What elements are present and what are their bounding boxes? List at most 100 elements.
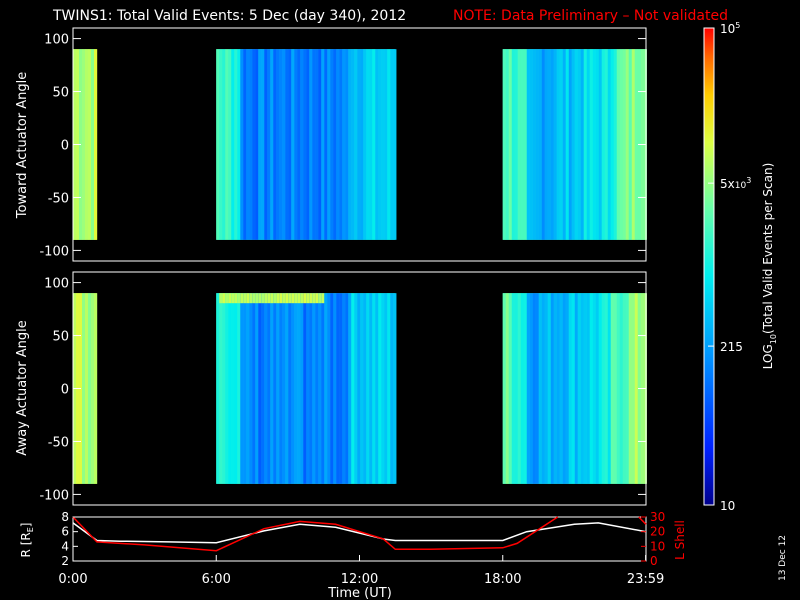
heatmap-band-cell <box>276 293 280 304</box>
preliminary-note: NOTE: Data Preliminary – Not validated <box>453 8 728 24</box>
heatmap-column <box>264 293 268 484</box>
series-line <box>72 516 559 552</box>
heatmap-column <box>342 293 346 484</box>
heatmap-band-cell <box>246 293 250 304</box>
heatmap-column <box>619 293 623 484</box>
r-tick-label: 4 <box>61 539 69 553</box>
heatmap-column <box>222 49 226 240</box>
heatmap-column <box>586 293 590 484</box>
heatmap-column <box>285 293 289 484</box>
heatmap-band-cell <box>285 293 289 304</box>
heatmap-column <box>246 293 250 484</box>
heatmap-column <box>234 293 238 484</box>
heatmap-column <box>273 49 277 240</box>
heatmap-column <box>517 293 521 484</box>
heatmap-column <box>523 293 527 484</box>
heatmap-column <box>82 49 86 240</box>
heatmap-band-cell <box>237 293 241 304</box>
heatmap-column <box>625 293 629 484</box>
heatmap-column <box>514 49 518 240</box>
heatmap-column <box>333 49 337 240</box>
heatmap-column <box>586 49 590 240</box>
heatmap-column <box>270 49 274 240</box>
heatmap-column <box>631 293 635 484</box>
heatmap-column <box>577 293 581 484</box>
heatmap-column <box>538 49 542 240</box>
heatmap-column <box>228 293 232 484</box>
heatmap-column <box>601 49 605 240</box>
heatmap-column <box>505 293 509 484</box>
heatmap-column <box>285 49 289 240</box>
heatmap-band-cell <box>303 293 307 304</box>
heatmap-column <box>628 293 632 484</box>
heatmap-column <box>505 49 509 240</box>
heatmap-column <box>532 49 536 240</box>
heatmap-band-cell <box>306 293 310 304</box>
r-axis-label: R [RE] <box>19 523 35 558</box>
heatmap-column <box>541 49 545 240</box>
heatmap-column <box>225 49 229 240</box>
heatmap-column <box>270 293 274 484</box>
heatmap-column <box>514 293 518 484</box>
y-tick-label: 0 <box>61 139 69 154</box>
heatmap-column <box>276 49 280 240</box>
bottom-axes-frame <box>72 516 647 562</box>
heatmap-column <box>526 49 530 240</box>
heatmap-column <box>384 49 388 240</box>
heatmap-band-cell <box>279 293 283 304</box>
heatmap-column <box>91 293 95 484</box>
plot-title: TWINS1: Total Valid Events: 5 Dec (day 3… <box>52 8 406 24</box>
heatmap-column <box>261 49 265 240</box>
colorbar-label: LOG10(Total Valid Events per Scan) <box>761 163 778 370</box>
heatmap-column <box>252 49 256 240</box>
heatmap-band-cell <box>318 293 322 304</box>
heatmap-column <box>282 293 286 484</box>
heatmap-column <box>511 293 515 484</box>
heatmap-column <box>252 293 256 484</box>
heatmap-column <box>544 293 548 484</box>
heatmap-column <box>297 293 301 484</box>
heatmap-column <box>601 293 605 484</box>
lshell-tick-label: 30 <box>650 510 665 524</box>
heatmap-column <box>372 293 376 484</box>
heatmap-column <box>625 49 629 240</box>
heatmap-column <box>565 49 569 240</box>
middle-ticks: 100 50 0 -50 -100 <box>39 277 646 503</box>
heatmap-column <box>613 49 617 240</box>
heatmap-column <box>354 293 358 484</box>
heatmap-column <box>327 49 331 240</box>
heatmap-column <box>580 49 584 240</box>
heatmap-column <box>333 293 337 484</box>
lshell-tick-label: 20 <box>650 525 665 539</box>
heatmap-column <box>580 293 584 484</box>
heatmap-column <box>577 49 581 240</box>
x-tick-label: 6:00 <box>202 572 231 587</box>
colorbar-tick-label: 5x103 <box>720 176 751 191</box>
heatmap-column <box>387 49 391 240</box>
heatmap-column <box>222 293 226 484</box>
heatmap-column <box>330 293 334 484</box>
heatmap-column <box>91 49 95 240</box>
heatmap-column <box>550 49 554 240</box>
top-ticks: 100 50 0 -50 -100 <box>39 33 646 259</box>
heatmap-column <box>303 293 307 484</box>
x-tick-label: 12:00 <box>341 572 378 587</box>
heatmap-column <box>219 293 223 484</box>
y-tick-label: -50 <box>48 435 69 450</box>
heatmap-column <box>502 293 506 484</box>
heatmap-column <box>583 293 587 484</box>
heatmap-column <box>571 49 575 240</box>
heatmap-column <box>550 293 554 484</box>
heatmap-column <box>258 293 262 484</box>
heatmap-column <box>508 293 512 484</box>
heatmap-column <box>589 49 593 240</box>
heatmap-column <box>85 293 89 484</box>
middle-panel: 100 50 0 -50 -100 Away Actuator Angle <box>15 271 647 506</box>
heatmap-column <box>312 49 316 240</box>
y-tick-label: -100 <box>39 244 69 259</box>
y-tick-label: -50 <box>48 191 69 206</box>
heatmap-column <box>381 49 385 240</box>
heatmap-column <box>616 293 620 484</box>
